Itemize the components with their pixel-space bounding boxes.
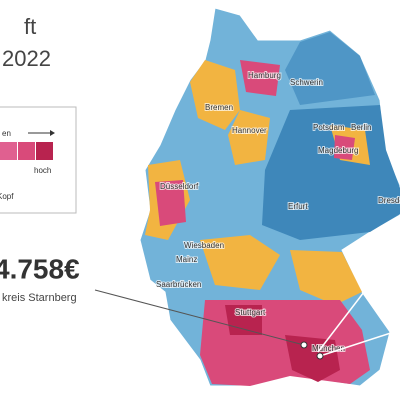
legend-swatch xyxy=(18,142,35,160)
title: ft xyxy=(24,14,36,39)
city-label: Dresden xyxy=(378,196,400,205)
city-label: Düsseldorf xyxy=(160,182,199,191)
callout-line xyxy=(319,329,400,357)
region-pink-magdeburg xyxy=(334,135,355,160)
legend-swatch xyxy=(0,142,17,160)
title-year: 2022 xyxy=(2,46,51,71)
city-labels: Hamburg Schwerin Bremen Hannover Potsdam Berl… xyxy=(155,70,400,354)
city-label: Saarbrücken xyxy=(156,280,201,289)
highlight-name: kreis Starnberg xyxy=(2,292,77,304)
region-orange-center xyxy=(200,235,280,290)
legend-swatch xyxy=(36,142,53,160)
city-label: Stuttgart xyxy=(235,308,266,317)
callout-line xyxy=(317,244,400,353)
region-pink-duesseldorf xyxy=(155,180,186,226)
region-red-munich xyxy=(285,335,340,382)
city-label: Wiesbaden xyxy=(184,241,224,250)
legend-high: hoch xyxy=(34,166,51,175)
city-label: Hannover xyxy=(232,126,267,135)
city-label: Hamburg xyxy=(248,71,281,80)
region-orange-mid xyxy=(228,110,270,165)
city-label: München xyxy=(312,344,345,353)
map xyxy=(139,7,400,387)
region-red-stuttgart xyxy=(225,305,262,335)
city-label: Erfurt xyxy=(288,202,308,211)
city-label: Mainz xyxy=(176,255,197,264)
city-label: Schwerin xyxy=(290,78,323,87)
region-pink-hamburg xyxy=(240,60,280,96)
legend-arrow-head xyxy=(50,130,55,136)
city-label: Magdeburg xyxy=(318,146,358,155)
highlight-value: 4.758€ xyxy=(0,253,80,284)
legend-label: en xyxy=(2,129,11,138)
region-orange-north xyxy=(190,60,240,130)
location-marker xyxy=(316,352,324,360)
city-label: Potsdam xyxy=(313,123,345,132)
region-pink-south xyxy=(200,300,370,386)
location-marker xyxy=(300,341,308,349)
legend-unit: Kopf xyxy=(0,192,14,201)
region-north-east xyxy=(285,32,375,105)
region-orange-south xyxy=(290,250,362,305)
city-label: Berlin xyxy=(351,123,371,132)
callout-line xyxy=(94,289,305,346)
city-label: Bremen xyxy=(205,103,233,112)
